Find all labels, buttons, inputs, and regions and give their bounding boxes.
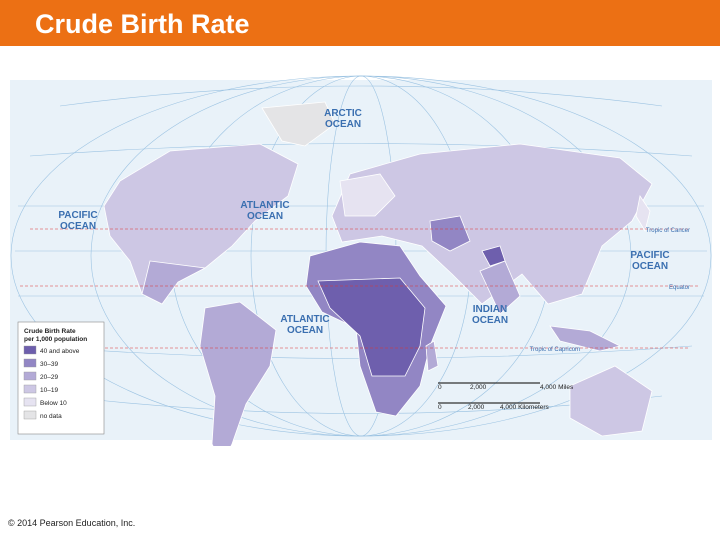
- ocean-label: ATLANTIC OCEAN: [240, 200, 289, 222]
- ocean-label-line: OCEAN: [60, 221, 96, 232]
- scale-label: 2,000: [468, 404, 485, 411]
- ocean-label-line: INDIAN: [473, 304, 507, 315]
- scale-label: 0: [438, 384, 442, 391]
- ocean-label: INDIAN OCEAN: [472, 304, 508, 326]
- ocean-label-line: PACIFIC: [630, 250, 669, 261]
- scale-label: 0: [438, 404, 442, 411]
- reference-line-label: Equator: [669, 285, 690, 291]
- ocean-label-line: OCEAN: [287, 325, 323, 336]
- reference-line-label: Tropic of Cancer: [646, 228, 690, 234]
- ocean-label-line: OCEAN: [247, 211, 283, 222]
- reference-lines: [20, 228, 700, 349]
- legend-label: 20–29: [40, 374, 58, 381]
- legend-swatch: [23, 358, 37, 368]
- legend-label: Below 10: [40, 400, 67, 407]
- legend-label: 30–39: [40, 361, 58, 368]
- title: Crude Birth Rate: [35, 9, 250, 39]
- legend-label: 40 and above: [40, 348, 80, 355]
- legend-swatch: [23, 397, 37, 407]
- ocean-label: PACIFIC OCEAN: [58, 210, 97, 232]
- copyright: © 2014 Pearson Education, Inc.: [8, 518, 136, 528]
- legend-swatch: [23, 384, 37, 394]
- legend-swatch: [23, 345, 37, 355]
- land: [103, 101, 653, 446]
- ocean-label-line: OCEAN: [325, 119, 361, 130]
- legend-swatch: [23, 371, 37, 381]
- scale-label: 4,000 Kilometers: [500, 404, 550, 411]
- legend-label: no data: [40, 413, 62, 420]
- reference-line-label: Tropic of Capricorn: [530, 347, 581, 353]
- legend-title: per 1,000 population: [24, 336, 87, 343]
- legend-swatch: [23, 410, 37, 420]
- ocean-label-line: ARCTIC: [324, 108, 362, 119]
- ocean-label: PACIFIC OCEAN: [630, 250, 669, 272]
- ocean-label-line: PACIFIC: [58, 210, 97, 221]
- ocean-label-line: OCEAN: [472, 315, 508, 326]
- ocean-label: ARCTIC OCEAN: [324, 108, 362, 130]
- ocean-label-line: OCEAN: [632, 261, 668, 272]
- scale-label: 2,000: [470, 384, 487, 391]
- ocean-label-line: ATLANTIC: [240, 200, 289, 211]
- scale-label: 4,000 Miles: [540, 384, 574, 391]
- ocean-label: ATLANTIC OCEAN: [280, 314, 329, 336]
- legend-title: Crude Birth Rate: [24, 328, 76, 335]
- ocean-label-line: ATLANTIC: [280, 314, 329, 325]
- header-bar: Crude Birth Rate: [0, 0, 720, 46]
- legend-label: 10–19: [40, 387, 58, 394]
